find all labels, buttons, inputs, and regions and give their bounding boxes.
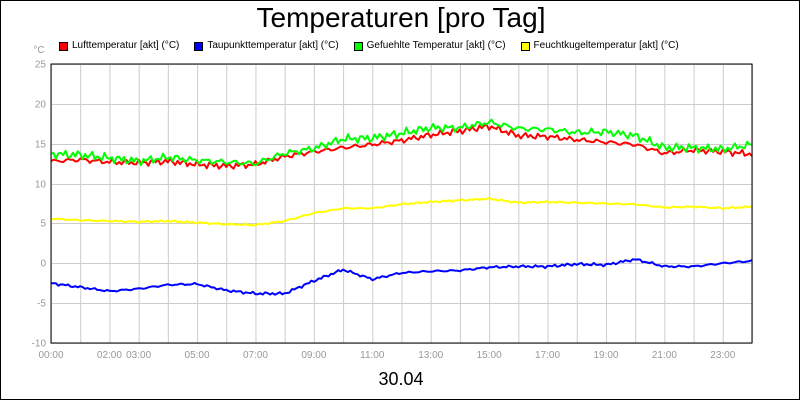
series-line-0 <box>50 123 753 170</box>
series-line-1 <box>50 258 753 296</box>
y-axis-unit: °C <box>33 45 44 56</box>
x-tick-label: 09:00 <box>301 350 326 361</box>
legend: Lufttemperatur [akt] (°C) Taupunkttemper… <box>59 40 694 52</box>
chart-title: Temperaturen [pro Tag] <box>256 2 546 33</box>
legend-label-lufttemperatur: Lufttemperatur [akt] (°C) <box>72 40 180 51</box>
legend-swatch-taupunkttemperatur <box>194 41 204 51</box>
x-tick-label: 07:00 <box>243 350 268 361</box>
x-tick-label: 15:00 <box>477 350 502 361</box>
y-tick-label: 10 <box>35 180 47 191</box>
x-tick-label: 00:00 <box>38 350 63 361</box>
y-tick-label: 5 <box>40 219 46 230</box>
legend-entry-lufttemperatur: Lufttemperatur [akt] (°C) <box>59 40 179 52</box>
x-axis-caption: 30.04 <box>378 369 424 389</box>
x-tick-label: 05:00 <box>185 350 210 361</box>
legend-swatch-feuchtkugeltemperatur <box>520 41 530 51</box>
legend-entry-gefuehlte-temperatur: Gefuehlte Temperatur [akt] (°C) <box>353 40 506 52</box>
x-tick-label: 13:00 <box>418 350 443 361</box>
legend-entry-taupunkttemperatur: Taupunkttemperatur [akt] (°C) <box>194 40 339 52</box>
x-tick-label: 02:00 <box>97 350 122 361</box>
series-line-2 <box>50 118 753 167</box>
y-tick-label: 15 <box>35 140 47 151</box>
x-tick-label: 17:00 <box>535 350 560 361</box>
x-tick-label: 19:00 <box>593 350 618 361</box>
x-tick-label: 21:00 <box>652 350 677 361</box>
x-tick-label: 23:00 <box>710 350 735 361</box>
y-tick-label: 20 <box>35 100 47 111</box>
legend-swatch-lufttemperatur <box>59 41 68 51</box>
plot-border <box>50 63 753 344</box>
y-tick-label: 25 <box>35 60 47 71</box>
legend-label-gefuehlte-temperatur: Gefuehlte Temperatur [akt] (°C) <box>366 40 506 51</box>
legend-label-taupunkttemperatur: Taupunkttemperatur [akt] (°C) <box>207 40 339 51</box>
x-tick-label: 03:00 <box>126 350 151 361</box>
y-tick-label: -5 <box>37 299 46 310</box>
y-tick-label: -10 <box>32 339 47 350</box>
series-line-3 <box>50 196 753 227</box>
legend-label-feuchtkugeltemperatur: Feuchtkugeltemperatur [akt] (°C) <box>533 40 679 51</box>
legend-swatch-gefuehlte-temperatur <box>353 41 363 51</box>
x-tick-label: 11:00 <box>360 350 385 361</box>
y-tick-label: 0 <box>40 259 46 270</box>
legend-entry-feuchtkugeltemperatur: Feuchtkugeltemperatur [akt] (°C) <box>520 40 679 52</box>
